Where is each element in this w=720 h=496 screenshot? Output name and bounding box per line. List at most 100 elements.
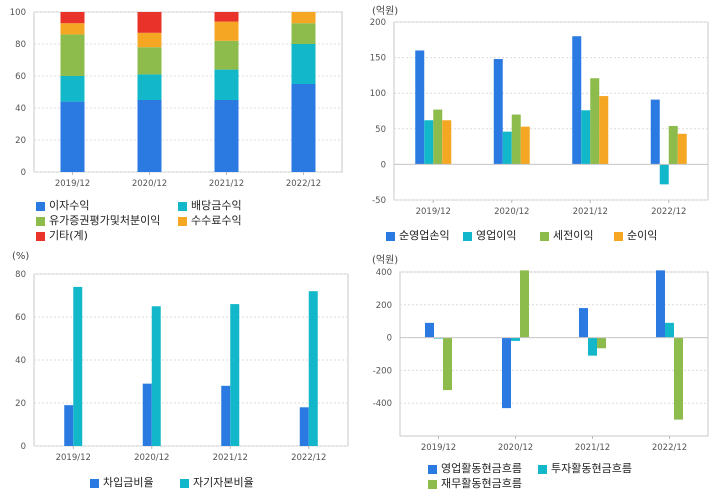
bar: [214, 100, 239, 172]
legend-swatch: [178, 201, 187, 211]
y-tick-label: -200: [373, 366, 392, 376]
y-tick-label: 0: [21, 168, 26, 178]
bar: [442, 120, 452, 165]
ratio-chart: 0 20 40 60 80 2019/12 2020/12 2021/12 2022/12: [15, 270, 349, 463]
bar: [572, 36, 582, 165]
legend-swatch: [463, 231, 472, 241]
legend-item: 배당금수익: [178, 198, 242, 214]
bar: [221, 385, 231, 446]
bar: [60, 76, 85, 102]
unit-label: (억원): [372, 255, 399, 266]
revenue-mix-legend: 이자수익 배당금수익 유가증권평가및처분이익 수수료수익 기타(계): [0, 0, 360, 248]
y-tick-label: -400: [373, 399, 392, 409]
bar: [291, 23, 316, 44]
bar: [214, 69, 239, 100]
y-tick-label: 20: [15, 399, 26, 409]
profit-legend: 순영업손익 영업이익 세전이익 순이익: [360, 0, 720, 248]
bar: [511, 114, 521, 165]
cashflow-chart: -400 -200 0 200 400 2019/12 2020/12 2021/12 2022…: [373, 268, 709, 453]
legend-item: 영업활동현금흐름: [428, 461, 522, 477]
bar: [137, 12, 162, 33]
bar: [520, 126, 530, 165]
bar: [502, 337, 511, 409]
y-tick-label: 100: [10, 8, 26, 18]
x-tick-label: 2020/12: [494, 207, 529, 217]
bar: [60, 12, 85, 24]
bar: [214, 12, 239, 22]
x-tick-label: 2019/12: [416, 207, 451, 217]
bar: [230, 304, 240, 446]
bar: [659, 164, 669, 185]
bar: [443, 337, 452, 391]
legend-item: 영업이익: [463, 228, 516, 244]
unit-label: (억원): [372, 6, 399, 17]
legend-item: 투자활동현금흐름: [538, 461, 632, 477]
y-tick-label: 400: [376, 268, 392, 278]
bar: [424, 120, 434, 165]
bar: [137, 32, 162, 48]
x-tick-label: 2019/12: [55, 179, 90, 189]
y-tick-label: 150: [370, 54, 386, 64]
legend-item: 차입금비율: [90, 475, 154, 491]
legend-label: 영업이익: [476, 229, 517, 242]
bar: [674, 337, 683, 420]
bar: [588, 337, 597, 356]
bar: [214, 40, 239, 70]
y-tick-label: 50: [375, 125, 386, 135]
bar: [493, 59, 503, 165]
chart-panel-revenue-mix: 0 20 40 60 80 100 2019/12 2020/12 2021/12 2022/12…: [0, 0, 360, 248]
bar: [214, 21, 239, 41]
chart-panel-ratios: (%) 0 20 40 60 80 2019/12 2020/12 2021/12 2022/1…: [0, 248, 360, 496]
profit-chart: -50 0 50 100 150 200 2019/12 2020/12 2021/12 2022…: [370, 18, 709, 217]
x-tick-label: 2020/12: [132, 179, 167, 189]
bar: [434, 337, 443, 339]
legend-item: 기타(계): [36, 228, 88, 244]
x-tick-label: 2021/12: [213, 453, 248, 463]
legend-swatch: [36, 216, 45, 226]
legend-swatch: [540, 231, 549, 241]
cashflow-legend: 영업활동현금흐름 투자활동현금흐름 재무활동현금흐름: [360, 248, 720, 496]
legend-item: 유가증권평가및처분이익: [36, 213, 160, 229]
bar: [291, 44, 316, 84]
x-tick-label: 2020/12: [498, 443, 533, 453]
legend-label: 순영업손익: [399, 229, 450, 242]
bar: [677, 133, 687, 165]
y-tick-label: 200: [370, 18, 386, 28]
legend-swatch: [180, 478, 189, 488]
legend-label: 세전이익: [553, 229, 594, 242]
bar: [142, 383, 152, 446]
bar: [299, 407, 309, 446]
legend-swatch: [538, 464, 547, 474]
x-tick-label: 2022/12: [291, 453, 326, 463]
legend-swatch: [36, 231, 45, 241]
unit-label: (%): [12, 251, 30, 262]
y-tick-label: 0: [387, 334, 392, 344]
y-tick-label: 60: [15, 313, 26, 323]
legend-swatch: [90, 478, 99, 488]
legend-label: 차입금비율: [103, 476, 154, 489]
legend-item: 자기자본비율: [180, 475, 254, 491]
bar: [511, 337, 520, 341]
bar: [60, 34, 85, 76]
y-tick-label: 200: [376, 301, 392, 311]
y-tick-label: -50: [372, 196, 386, 206]
x-tick-label: 2021/12: [209, 179, 244, 189]
legend-label: 배당금수익: [191, 199, 242, 212]
y-tick-label: 40: [15, 104, 26, 114]
bar: [656, 270, 665, 338]
legend-label: 이자수익: [49, 199, 90, 212]
y-tick-label: 60: [15, 72, 26, 82]
bar: [137, 74, 162, 100]
revenue-mix-chart: 0 20 40 60 80 100 2019/12 2020/12 2021/12 2022/12: [10, 8, 343, 189]
bar: [425, 322, 434, 338]
legend-label: 수수료수익: [191, 214, 242, 227]
y-tick-label: 80: [15, 270, 26, 280]
legend-swatch: [428, 479, 437, 489]
bar: [665, 322, 674, 338]
bar: [137, 47, 162, 75]
y-tick-label: 40: [15, 356, 26, 366]
x-tick-label: 2020/12: [134, 453, 169, 463]
x-tick-label: 2021/12: [573, 207, 608, 217]
legend-swatch: [386, 231, 395, 241]
legend-label: 자기자본비율: [193, 476, 254, 489]
